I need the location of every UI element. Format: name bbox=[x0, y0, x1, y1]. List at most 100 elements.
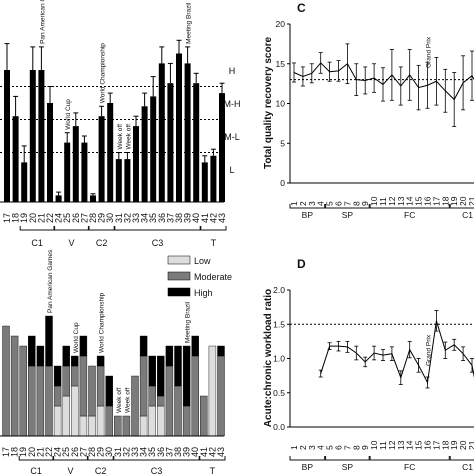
bar-segment bbox=[45, 365, 53, 437]
x-tick-label: 16 bbox=[423, 196, 433, 206]
x-tick-label: 14 bbox=[405, 196, 415, 206]
bar-segment bbox=[36, 365, 45, 437]
annotation: Pan American Games bbox=[39, 0, 46, 44]
bar bbox=[21, 162, 28, 202]
bar bbox=[107, 103, 114, 202]
x-tick-label: 28 bbox=[88, 213, 98, 223]
bar-segment bbox=[131, 375, 139, 437]
bar bbox=[81, 142, 88, 202]
bar bbox=[29, 70, 36, 202]
legend-swatch bbox=[167, 287, 191, 297]
phase-bracket bbox=[199, 456, 226, 461]
x-tick-label: 8 bbox=[351, 445, 361, 450]
bar-segment bbox=[28, 335, 36, 367]
bar-segment bbox=[165, 345, 174, 367]
x-tick-label: 43 bbox=[217, 213, 227, 223]
x-tick-label: 34 bbox=[140, 213, 150, 223]
x-tick-label: 39 bbox=[183, 213, 193, 223]
bar-segment bbox=[71, 365, 79, 387]
legend-label: High bbox=[194, 288, 213, 298]
phase-bracket bbox=[87, 456, 114, 461]
x-tick-label: 20 bbox=[458, 196, 468, 206]
bar bbox=[184, 63, 191, 203]
panel-top-left: H M-H M-L L 17181920212224252627282930313233… bbox=[0, 0, 241, 248]
bar bbox=[150, 96, 157, 202]
bar-segment bbox=[148, 355, 156, 387]
bar bbox=[141, 106, 148, 202]
bar-segment bbox=[148, 405, 156, 437]
x-tick-label: 12 bbox=[387, 440, 397, 450]
x-tick-label: 38 bbox=[173, 447, 183, 457]
phase-label: C3 bbox=[152, 238, 164, 248]
x-tick-label: 22 bbox=[45, 213, 55, 223]
bar-segment bbox=[182, 345, 191, 407]
x-tick-label: 14 bbox=[405, 440, 415, 450]
bar-segment bbox=[114, 415, 122, 437]
x-tick-label: 19 bbox=[19, 213, 29, 223]
x-tick-label: 24 bbox=[53, 447, 63, 457]
x-tick-label: 31 bbox=[114, 213, 124, 223]
phase-label: C2 bbox=[95, 466, 107, 474]
bar-segment bbox=[200, 395, 208, 437]
x-tick-label: 9 bbox=[360, 445, 370, 450]
x-tick-label: 36 bbox=[157, 213, 167, 223]
x-tick-label: 30 bbox=[104, 447, 114, 457]
legend-label: Low bbox=[194, 256, 211, 266]
x-tick-label: 41 bbox=[200, 213, 210, 223]
phase-label: T bbox=[210, 466, 216, 474]
x-tick-label: 26 bbox=[71, 213, 81, 223]
bar bbox=[133, 126, 139, 202]
y-tick-label: 10 bbox=[276, 99, 286, 109]
y-tick-label: 2.0 bbox=[273, 285, 285, 295]
phase-bracket bbox=[449, 456, 474, 461]
bar bbox=[98, 116, 105, 202]
y-tick-label: 0.0 bbox=[273, 422, 285, 432]
x-tick-label: 10 bbox=[369, 196, 379, 206]
bar-segment bbox=[182, 405, 191, 437]
x-tick-label: 17 bbox=[431, 440, 441, 450]
x-tick-label: 25 bbox=[61, 447, 71, 457]
x-tick-label: 38 bbox=[174, 213, 184, 223]
phase-label: SP bbox=[342, 210, 354, 220]
annotation: Week off bbox=[125, 124, 132, 150]
x-tick-label: 4 bbox=[316, 445, 326, 450]
bar-segment bbox=[105, 405, 113, 437]
bar bbox=[167, 83, 174, 202]
x-tick-label: 33 bbox=[130, 447, 140, 457]
bar-segment bbox=[191, 355, 199, 437]
bar-segment bbox=[174, 385, 182, 437]
bar bbox=[72, 126, 79, 202]
phase-label: FC bbox=[404, 210, 415, 220]
bar-segment bbox=[96, 355, 105, 367]
phase-bracket bbox=[88, 226, 115, 231]
y-axis-label: Total quality recovery score bbox=[263, 37, 274, 170]
x-tick-label: 41 bbox=[199, 447, 209, 457]
legend-label: Moderate bbox=[194, 272, 232, 282]
phase-bracket bbox=[18, 456, 54, 461]
bar-segment bbox=[79, 415, 88, 437]
phase-label: C1 bbox=[462, 462, 473, 472]
x-tick-label: 19 bbox=[18, 447, 28, 457]
bar-segment bbox=[10, 335, 19, 437]
x-tick-label: 18 bbox=[440, 440, 450, 450]
phase-label: C2 bbox=[96, 238, 108, 248]
annotation: Meeting Brazil bbox=[185, 301, 192, 343]
bar bbox=[176, 53, 182, 202]
x-tick-label: 1 bbox=[289, 445, 299, 450]
bar-segment bbox=[139, 355, 148, 417]
annotation: Grand Prix bbox=[426, 36, 433, 68]
x-tick-label: 7 bbox=[342, 445, 352, 450]
x-tick-label: 34 bbox=[139, 447, 149, 457]
x-tick-label: 17 bbox=[2, 213, 12, 223]
y-tick-label: 0.5 bbox=[273, 388, 285, 398]
x-tick-label: 42 bbox=[207, 447, 217, 457]
bar bbox=[210, 155, 217, 202]
panel-letter: C bbox=[297, 1, 306, 15]
phase-label: C1 bbox=[462, 210, 473, 220]
bar-segment bbox=[191, 335, 199, 357]
x-tick-label: 21 bbox=[35, 447, 45, 457]
y-tick-label: 15 bbox=[276, 59, 286, 69]
